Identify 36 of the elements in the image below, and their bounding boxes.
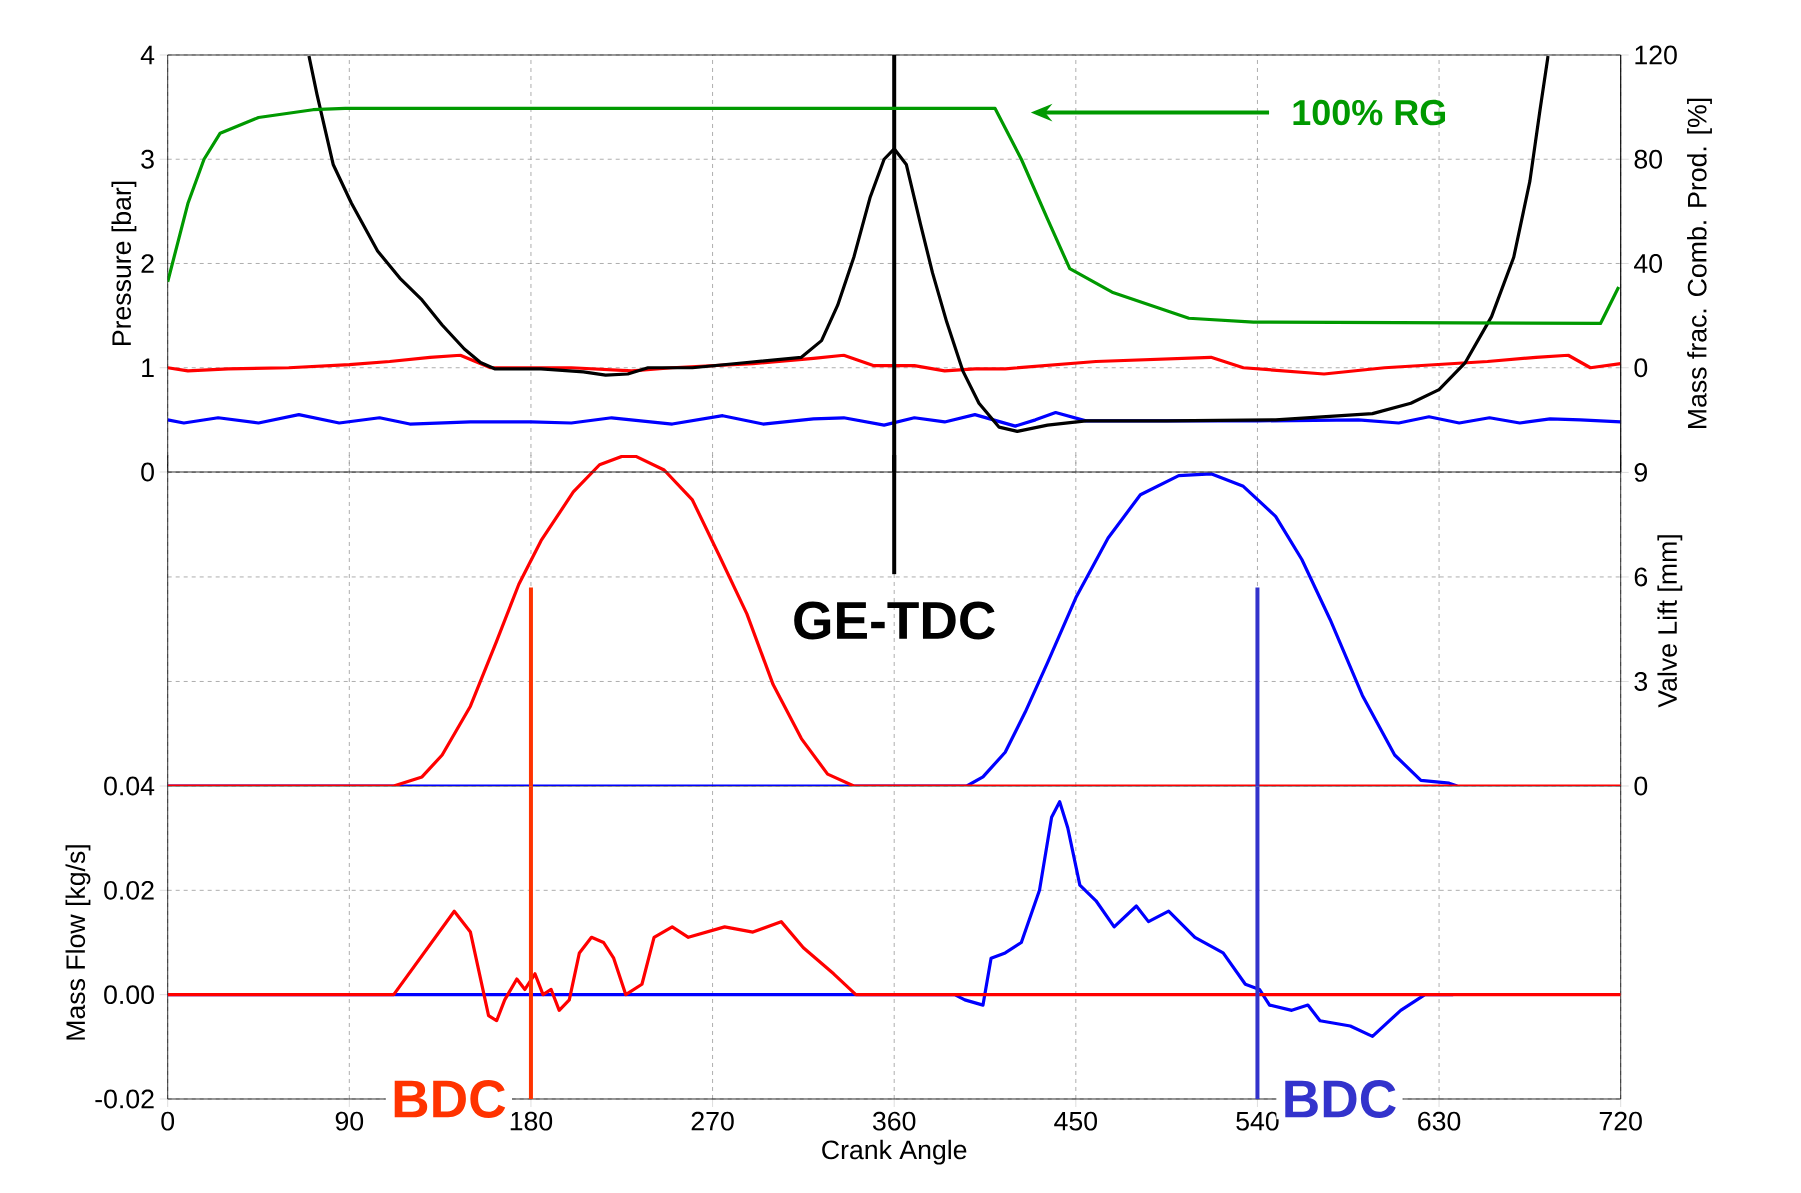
y2-axis-title: Valve Lift [mm] <box>1657 535 1683 708</box>
x-tick-label: 90 <box>335 1111 364 1131</box>
y-tick-label: 0 <box>141 462 154 482</box>
x-tick-label: 0 <box>161 1111 175 1131</box>
y2-tick-label: 3 <box>1634 672 1648 691</box>
x-tick-label: 540 <box>1236 1111 1279 1131</box>
ref-line-label: BDC <box>1285 1080 1396 1118</box>
ref-line-label: BDC <box>394 1080 506 1118</box>
annotation: 100% RG <box>1293 99 1446 126</box>
x-tick-label: 720 <box>1599 1111 1642 1131</box>
y2-tick-label: 0 <box>1634 358 1648 378</box>
line-series <box>167 909 1621 1023</box>
x-tick-label: 630 <box>1418 1111 1461 1131</box>
x-tick-label: 360 <box>872 1111 916 1131</box>
y-tick-label: 1 <box>142 358 154 377</box>
y-axis-title: Pressure [bar] <box>111 181 137 346</box>
y-tick-label: 0.00 <box>104 985 154 1005</box>
y2-tick-label: 0 <box>1634 776 1648 796</box>
y-tick-label: 3 <box>141 149 154 169</box>
y-axis-title: Mass Flow [kg/s] <box>65 845 91 1040</box>
y2-tick-label: 6 <box>1634 567 1648 587</box>
y2-axis-title: Mass frac. Comb. Prod. [%] <box>1687 98 1712 429</box>
y2-tick-label: 40 <box>1634 254 1663 273</box>
x-tick-label: 270 <box>691 1111 734 1131</box>
y2-tick-label: 9 <box>1634 462 1647 482</box>
ref-line-label: GE-TDC <box>794 601 995 640</box>
y2-tick-label: 120 <box>1635 45 1677 65</box>
x-tick-label: 450 <box>1054 1111 1098 1131</box>
x-tick-label: 180 <box>510 1111 553 1131</box>
y-tick-label: 0.04 <box>104 776 155 796</box>
y-tick-label: 0.02 <box>104 880 154 900</box>
y-tick-label: -0.02 <box>95 1089 154 1109</box>
y2-tick-label: 80 <box>1634 149 1663 169</box>
y-tick-label: 4 <box>140 45 155 65</box>
x-axis-title: Crank Angle <box>822 1139 967 1165</box>
y-tick-label: 2 <box>141 254 154 273</box>
